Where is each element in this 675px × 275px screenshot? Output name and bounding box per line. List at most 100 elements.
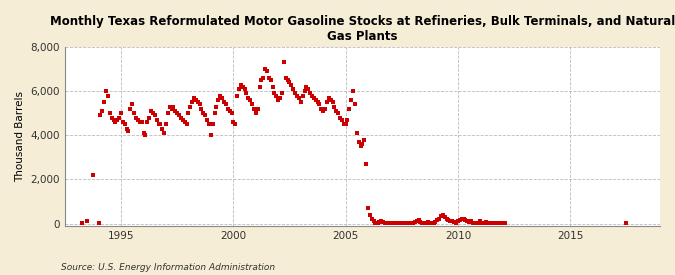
Point: [258, 76, 269, 80]
Point: [282, 78, 293, 82]
Point: [265, 78, 276, 82]
Point: [112, 118, 123, 122]
Point: [406, 220, 416, 225]
Point: [500, 220, 510, 225]
Point: [122, 126, 132, 131]
Point: [217, 95, 227, 100]
Point: [168, 104, 179, 109]
Point: [471, 220, 482, 225]
Point: [103, 93, 113, 98]
Point: [451, 220, 462, 225]
Point: [434, 217, 445, 221]
Point: [170, 109, 181, 113]
Point: [140, 133, 151, 138]
Point: [357, 142, 368, 146]
Point: [353, 140, 364, 144]
Point: [263, 76, 274, 80]
Point: [224, 109, 235, 113]
Point: [250, 111, 261, 116]
Point: [383, 220, 394, 225]
Point: [95, 113, 106, 118]
Point: [236, 82, 246, 87]
Point: [443, 218, 454, 222]
Point: [464, 220, 475, 224]
Point: [142, 120, 153, 124]
Point: [132, 118, 143, 122]
Point: [159, 131, 169, 135]
Point: [230, 122, 240, 127]
Point: [362, 206, 373, 210]
Point: [477, 220, 487, 225]
Point: [288, 87, 299, 91]
Point: [449, 220, 460, 224]
Point: [432, 218, 443, 222]
Point: [306, 93, 317, 98]
Point: [260, 67, 271, 71]
Point: [190, 98, 201, 102]
Point: [417, 220, 428, 225]
Point: [280, 76, 291, 80]
Point: [245, 98, 256, 102]
Point: [176, 116, 186, 120]
Point: [125, 107, 136, 111]
Point: [369, 219, 379, 224]
Point: [400, 220, 411, 225]
Point: [127, 102, 138, 107]
Point: [82, 219, 92, 224]
Point: [149, 113, 160, 118]
Point: [310, 98, 321, 102]
Point: [370, 220, 381, 225]
Point: [166, 107, 177, 111]
Point: [361, 162, 372, 166]
Point: [246, 102, 257, 107]
Point: [321, 100, 332, 104]
Point: [295, 100, 306, 104]
Point: [157, 126, 167, 131]
Point: [456, 217, 467, 221]
Point: [486, 220, 497, 225]
Point: [286, 82, 297, 87]
Point: [183, 111, 194, 116]
Point: [134, 120, 145, 124]
Point: [146, 109, 157, 113]
Point: [284, 80, 295, 84]
Point: [153, 122, 164, 127]
Point: [215, 93, 225, 98]
Point: [205, 133, 216, 138]
Point: [462, 219, 472, 224]
Point: [131, 116, 142, 120]
Point: [458, 217, 469, 221]
Point: [466, 219, 477, 224]
Point: [271, 93, 282, 98]
Point: [136, 120, 147, 124]
Point: [441, 217, 452, 221]
Point: [426, 220, 437, 225]
Point: [381, 220, 392, 225]
Point: [204, 122, 215, 127]
Y-axis label: Thousand Barrels: Thousand Barrels: [15, 91, 25, 182]
Point: [402, 220, 413, 225]
Point: [209, 111, 220, 116]
Point: [106, 116, 117, 120]
Point: [114, 116, 125, 120]
Point: [279, 60, 290, 65]
Point: [202, 118, 213, 122]
Point: [490, 220, 501, 225]
Point: [329, 104, 340, 109]
Point: [344, 107, 355, 111]
Point: [460, 218, 470, 222]
Point: [409, 220, 420, 224]
Point: [415, 220, 426, 224]
Point: [475, 219, 486, 224]
Point: [144, 116, 155, 120]
Point: [468, 220, 479, 225]
Point: [413, 218, 424, 222]
Point: [495, 220, 506, 225]
Point: [481, 220, 491, 224]
Point: [256, 78, 267, 82]
Point: [336, 118, 347, 122]
Point: [454, 218, 465, 222]
Point: [376, 219, 387, 224]
Point: [493, 220, 504, 225]
Point: [395, 220, 406, 225]
